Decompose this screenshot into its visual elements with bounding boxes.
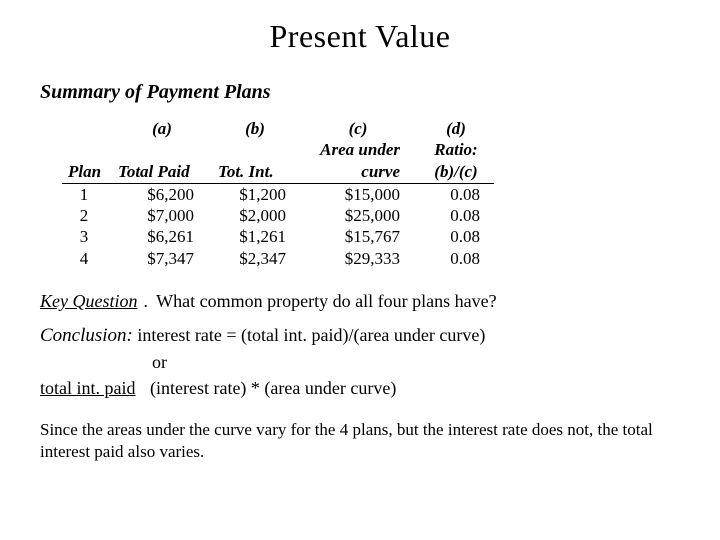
cell-total-paid: $7,347 (112, 248, 212, 269)
cell-ratio: 0.08 (418, 183, 494, 205)
col-letter-a: (a) (112, 118, 212, 139)
col-area-header-2: curve (361, 162, 400, 181)
key-question-line: Key Question. What common property do al… (40, 291, 680, 312)
key-question-text: What common property do all four plans h… (156, 291, 496, 311)
col-tot-int-header: Tot. Int. (212, 139, 298, 183)
cell-tot-int: $2,000 (212, 205, 298, 226)
cell-total-paid: $6,200 (112, 183, 212, 205)
cell-area: $29,333 (298, 248, 418, 269)
col-area-header-1: Area under (320, 140, 400, 159)
conclusion-label: Conclusion: (40, 325, 133, 346)
cell-ratio: 0.08 (418, 226, 494, 247)
conclusion-line2-rest: (interest rate) * (area under curve) (150, 378, 396, 398)
cell-plan: 3 (62, 226, 112, 247)
cell-area: $15,000 (298, 183, 418, 205)
col-letter-b: (b) (212, 118, 298, 139)
table-header-labels: Plan Total Paid Tot. Int. Area under cur… (62, 139, 494, 183)
cell-total-paid: $6,261 (112, 226, 212, 247)
cell-tot-int: $1,200 (212, 183, 298, 205)
table-row: 2 $7,000 $2,000 $25,000 0.08 (62, 205, 494, 226)
col-letter-d: (d) (418, 118, 494, 139)
payment-plans-table: (a) (b) (c) (d) Plan Total Paid Tot. Int… (62, 118, 494, 269)
key-question-sep: . (143, 291, 148, 311)
col-letter-c: (c) (298, 118, 418, 139)
table-row: 1 $6,200 $1,200 $15,000 0.08 (62, 183, 494, 205)
page-title: Present Value (40, 18, 680, 55)
conclusion-or: or (152, 349, 680, 375)
cell-area: $15,767 (298, 226, 418, 247)
table-row: 3 $6,261 $1,261 $15,767 0.08 (62, 226, 494, 247)
cell-total-paid: $7,000 (112, 205, 212, 226)
col-ratio-header-2: (b)/(c) (434, 162, 477, 181)
slide-page: Present Value Summary of Payment Plans (… (0, 0, 720, 540)
cell-tot-int: $2,347 (212, 248, 298, 269)
total-int-paid-label: total int. paid (40, 378, 135, 398)
cell-tot-int: $1,261 (212, 226, 298, 247)
cell-area: $25,000 (298, 205, 418, 226)
cell-ratio: 0.08 (418, 205, 494, 226)
key-question-label: Key Question (40, 291, 137, 311)
cell-plan: 4 (62, 248, 112, 269)
table-header-letters: (a) (b) (c) (d) (62, 118, 494, 139)
conclusion-line1: interest rate = (total int. paid)/(area … (137, 325, 485, 345)
conclusion-block: Conclusion: interest rate = (total int. … (40, 322, 680, 402)
col-ratio-header-1: Ratio: (434, 140, 477, 159)
col-plan-header: Plan (62, 139, 112, 183)
cell-ratio: 0.08 (418, 248, 494, 269)
cell-plan: 1 (62, 183, 112, 205)
table-row: 4 $7,347 $2,347 $29,333 0.08 (62, 248, 494, 269)
closing-paragraph: Since the areas under the curve vary for… (40, 419, 680, 463)
section-subtitle: Summary of Payment Plans (40, 81, 680, 104)
cell-plan: 2 (62, 205, 112, 226)
col-total-paid-header: Total Paid (112, 139, 212, 183)
